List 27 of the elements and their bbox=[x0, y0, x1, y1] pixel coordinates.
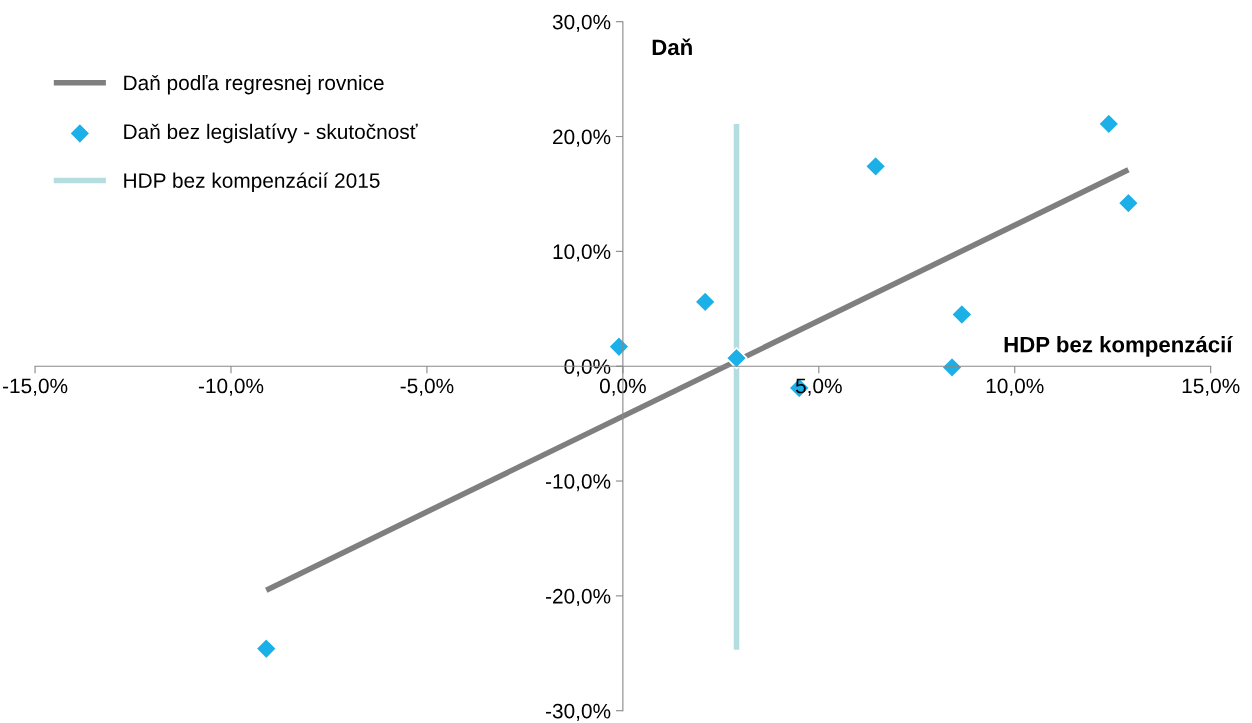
y-tick-label: 10,0% bbox=[553, 244, 611, 262]
point bbox=[694, 290, 717, 314]
x-tick-label: -15,0% bbox=[2, 378, 68, 396]
point bbox=[940, 356, 964, 379]
x-tick-label: 0,0% bbox=[599, 378, 646, 396]
y-tick-label: -20,0% bbox=[545, 588, 611, 607]
x-tick-label: 15,0% bbox=[1182, 378, 1240, 396]
point bbox=[255, 637, 278, 660]
point bbox=[607, 335, 631, 358]
legend-label: Daň podľa regresnej rovnice bbox=[124, 74, 384, 95]
y-tick-label: 30,0% bbox=[552, 14, 611, 32]
y-axis-title: Daň bbox=[652, 38, 692, 56]
point bbox=[1097, 112, 1120, 136]
x-tick-label: -10,0% bbox=[198, 378, 264, 396]
point bbox=[864, 155, 887, 178]
point bbox=[1117, 191, 1140, 215]
legend-label: Daň bez legislatívy - skutočnosť bbox=[124, 123, 418, 144]
y-tick-label: -30,0% bbox=[545, 703, 611, 721]
x-tick-label: 10,0% bbox=[986, 378, 1044, 396]
x-tick-label: -5,0% bbox=[400, 378, 454, 396]
x-axis-title: HDP bez kompenzácií bbox=[1004, 335, 1234, 357]
point bbox=[950, 303, 973, 326]
y-tick-label: -10,0% bbox=[545, 474, 611, 492]
legend-label: HDP bez kompenzácií 2015 bbox=[124, 172, 380, 193]
y-tick-label: 20,0% bbox=[553, 129, 611, 147]
y-tick-label: 0,0% bbox=[564, 359, 611, 377]
point bbox=[725, 347, 748, 370]
